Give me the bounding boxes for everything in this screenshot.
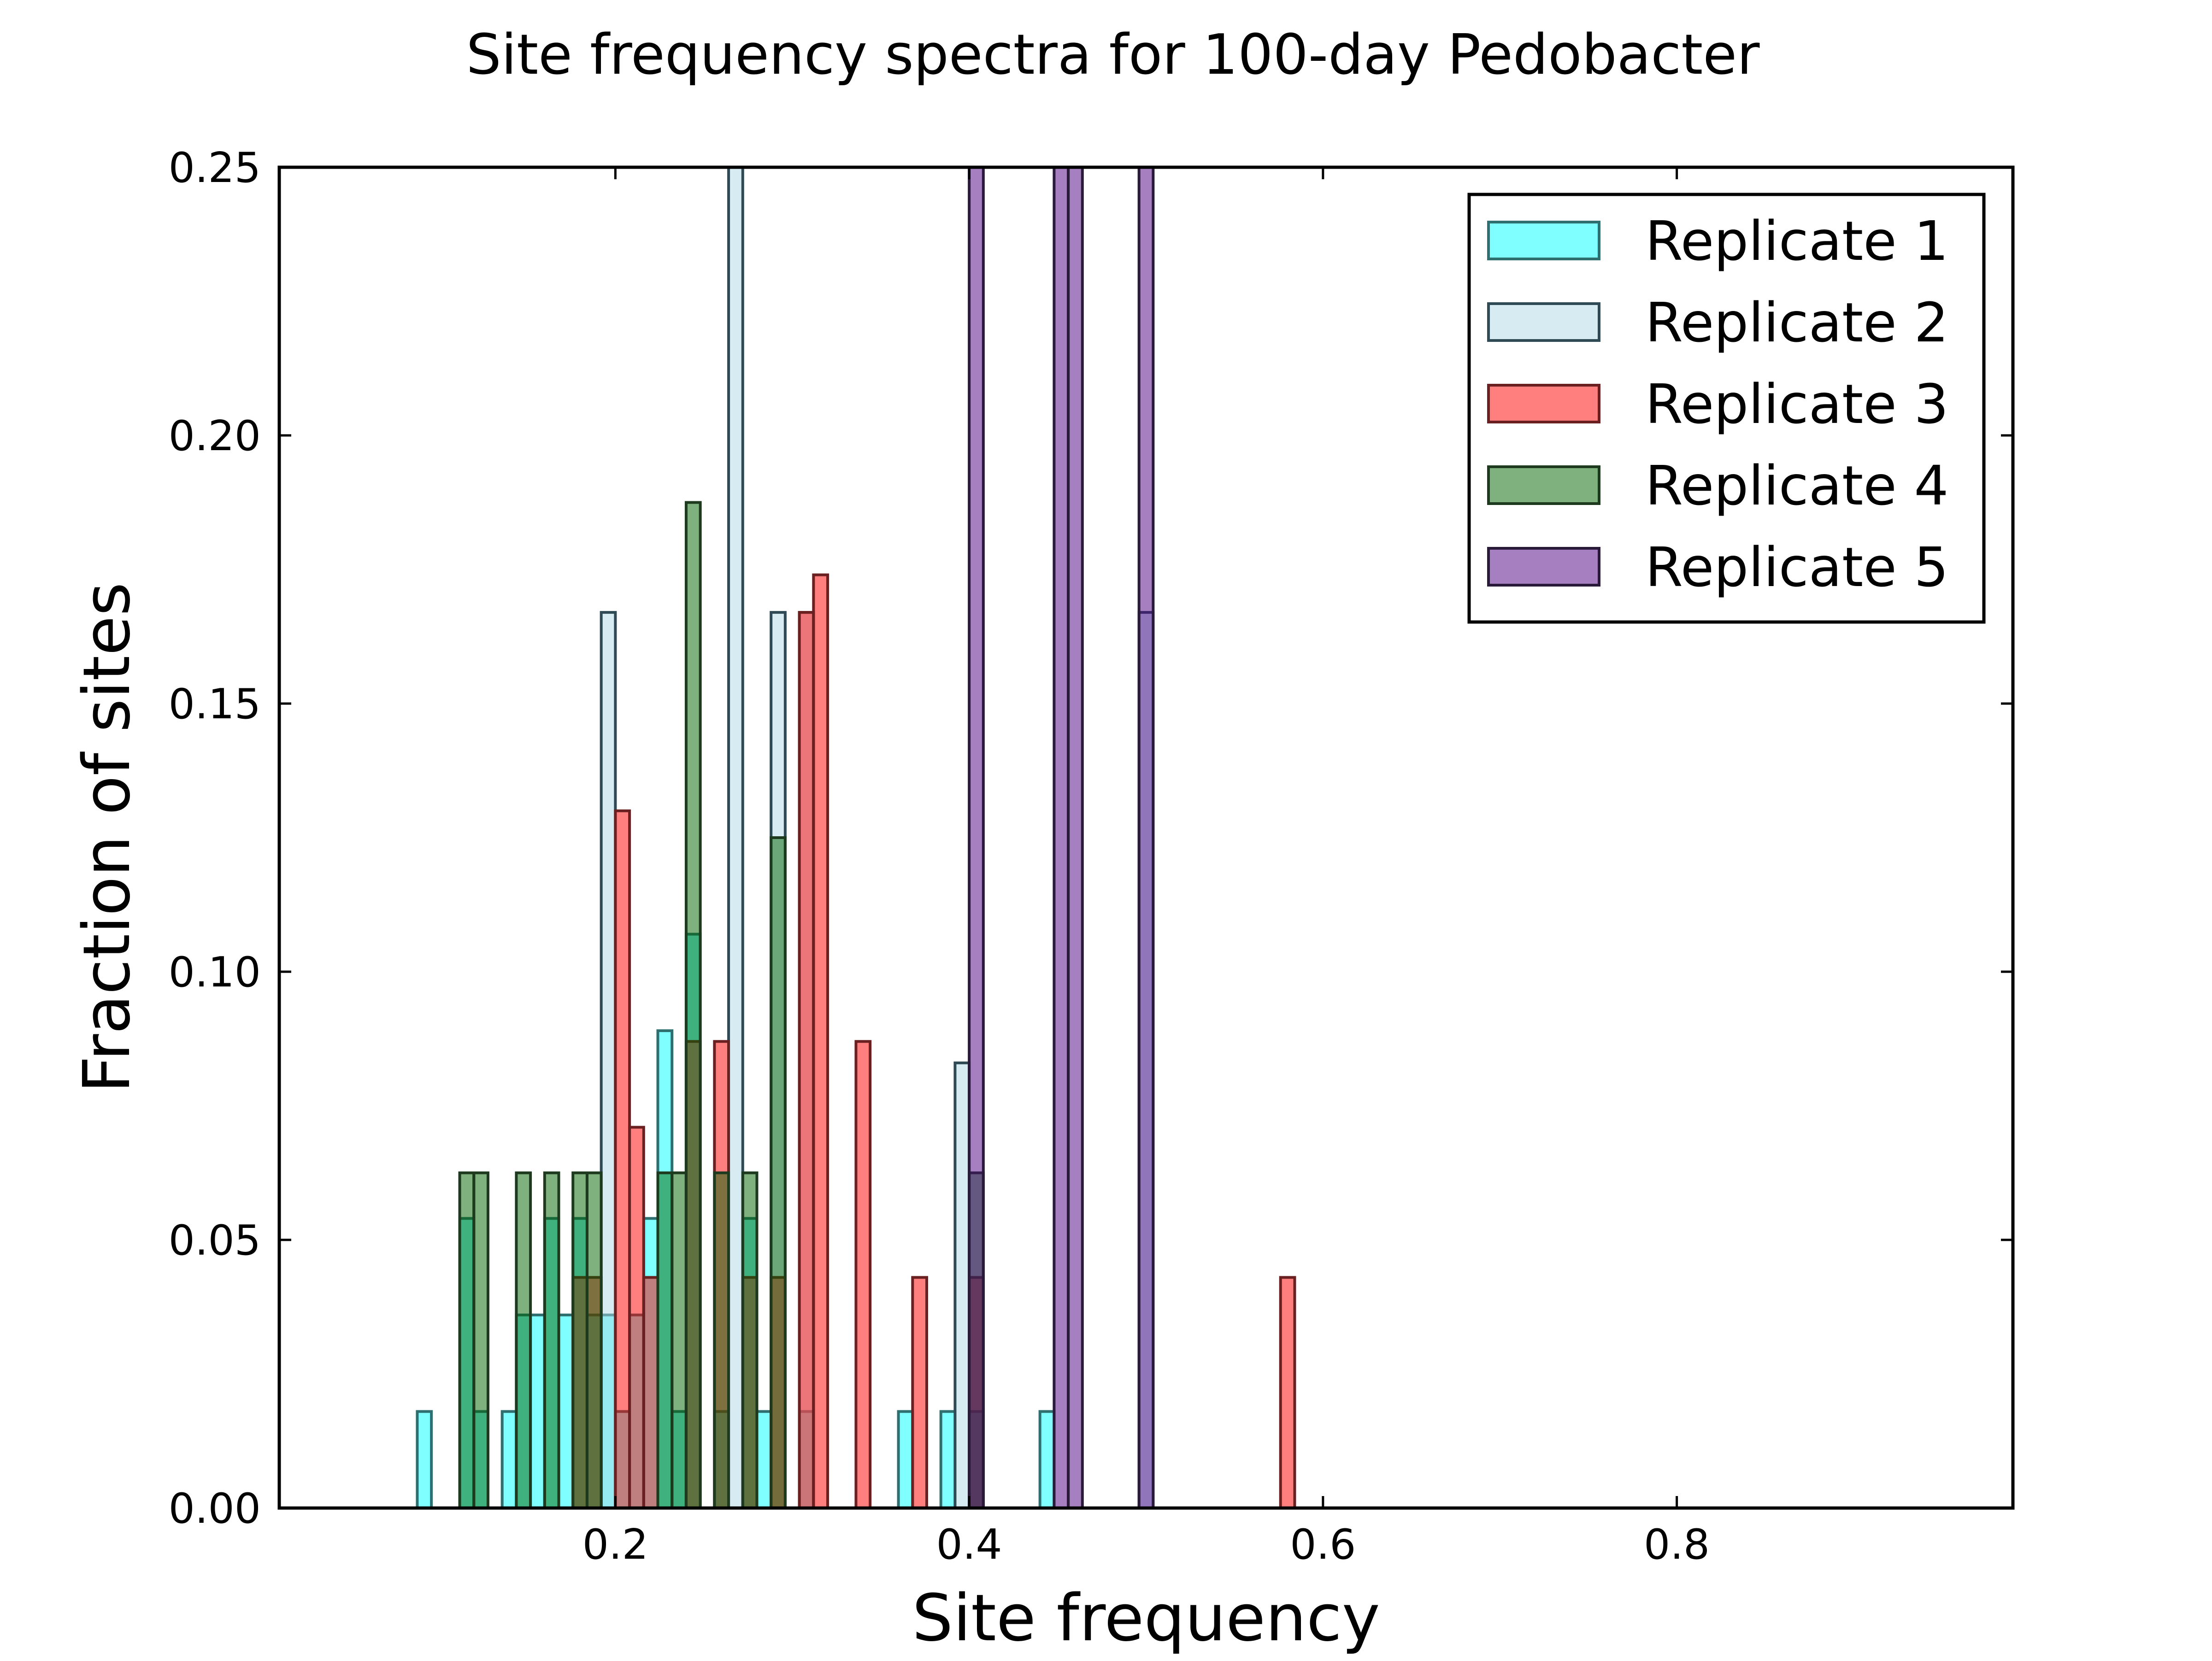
bar-replicate-4-5 — [585, 1171, 603, 1509]
y-tick-label: 0.00 — [169, 1485, 261, 1533]
y-tick-label: 0.10 — [169, 948, 261, 997]
bar-replicate-1-22 — [939, 1410, 957, 1509]
bar-replicate-5-3 — [1137, 166, 1155, 1509]
bar-replicate-4-9 — [713, 1171, 730, 1509]
ticks-layer: 0.2 0.4 0.6 0.8 0.00 0.05 0.10 0.15 0.20 0.25 — [169, 144, 2013, 1569]
bar-replicate-4-1 — [472, 1171, 489, 1509]
bar-replicate-2-0 — [600, 611, 617, 1509]
bar-replicate-3-2 — [614, 809, 631, 1509]
legend-swatch-replicate-4 — [1487, 465, 1600, 505]
bar-replicate-3-3 — [628, 1126, 645, 1510]
bar-replicate-3-12 — [911, 1276, 928, 1509]
bar-replicate-1-24 — [1038, 1410, 1056, 1509]
legend-swatch-replicate-3 — [1487, 384, 1600, 423]
y-axis-label: Fraction of sites — [70, 582, 145, 1093]
bar-replicate-1-21 — [897, 1410, 914, 1509]
x-tick-label: 0.6 — [1290, 1520, 1356, 1569]
legend: Replicate 1 Replicate 2 Replicate 3 Replica… — [1467, 193, 1986, 624]
bar-replicate-1-19 — [755, 1410, 773, 1509]
bar-replicate-5-1 — [1053, 166, 1070, 1509]
bar-replicate-1-5 — [529, 1313, 546, 1509]
legend-label-replicate-1: Replicate 1 — [1645, 209, 1948, 273]
bar-replicate-3-10 — [812, 573, 830, 1509]
bar-replicate-4-8 — [684, 501, 702, 1509]
legend-label-replicate-2: Replicate 2 — [1645, 291, 1948, 354]
y-tick-label: 0.20 — [169, 412, 261, 460]
bar-replicate-1-0 — [416, 1410, 433, 1509]
bar-replicate-4-2 — [515, 1171, 532, 1509]
chart-title: Site frequency spectra for 100-day Pedob… — [466, 23, 1760, 87]
legend-swatch-replicate-5 — [1487, 547, 1600, 587]
bar-replicate-4-10 — [741, 1171, 759, 1509]
x-tick-label: 0.2 — [582, 1520, 648, 1569]
bar-replicate-3-9 — [798, 611, 815, 1509]
legend-swatch-replicate-2 — [1487, 302, 1600, 342]
bar-replicate-1-3 — [500, 1410, 518, 1509]
legend-label-replicate-5: Replicate 5 — [1645, 535, 1948, 599]
bar-replicate-3-11 — [854, 1040, 872, 1510]
bar-replicate-5-0 — [968, 166, 985, 1509]
y-tick-label: 0.25 — [169, 144, 261, 192]
y-tick-label: 0.15 — [169, 680, 261, 728]
bar-replicate-4-7 — [671, 1171, 688, 1509]
bars-layer — [416, 166, 1296, 1510]
bar-replicate-4-4 — [571, 1171, 588, 1509]
legend-items: Replicate 1 Replicate 2 Replicate 3 Replica… — [1487, 209, 1948, 599]
bar-replicate-2-4 — [953, 1061, 971, 1509]
x-tick-label: 0.8 — [1644, 1520, 1710, 1569]
bar-replicate-4-0 — [458, 1171, 476, 1509]
bar-replicate-3-4 — [642, 1276, 659, 1509]
bar-replicate-4-11 — [770, 836, 787, 1509]
x-tick-label: 0.4 — [936, 1520, 1002, 1569]
bar-replicate-4-6 — [656, 1171, 674, 1509]
bar-replicate-4-3 — [543, 1171, 560, 1509]
bar-replicate-3-14 — [1279, 1276, 1296, 1509]
legend-label-replicate-4: Replicate 4 — [1645, 454, 1948, 517]
legend-label-replicate-3: Replicate 3 — [1645, 372, 1948, 436]
bar-replicate-5-2 — [1067, 166, 1084, 1509]
x-axis-label: Site frequency — [912, 1581, 1380, 1656]
bar-replicate-1-7 — [557, 1313, 575, 1509]
bar-replicate-2-1 — [727, 166, 744, 1509]
y-tick-label: 0.05 — [169, 1216, 261, 1265]
plot-area-frame — [277, 165, 2015, 1510]
legend-swatch-replicate-1 — [1487, 221, 1600, 260]
